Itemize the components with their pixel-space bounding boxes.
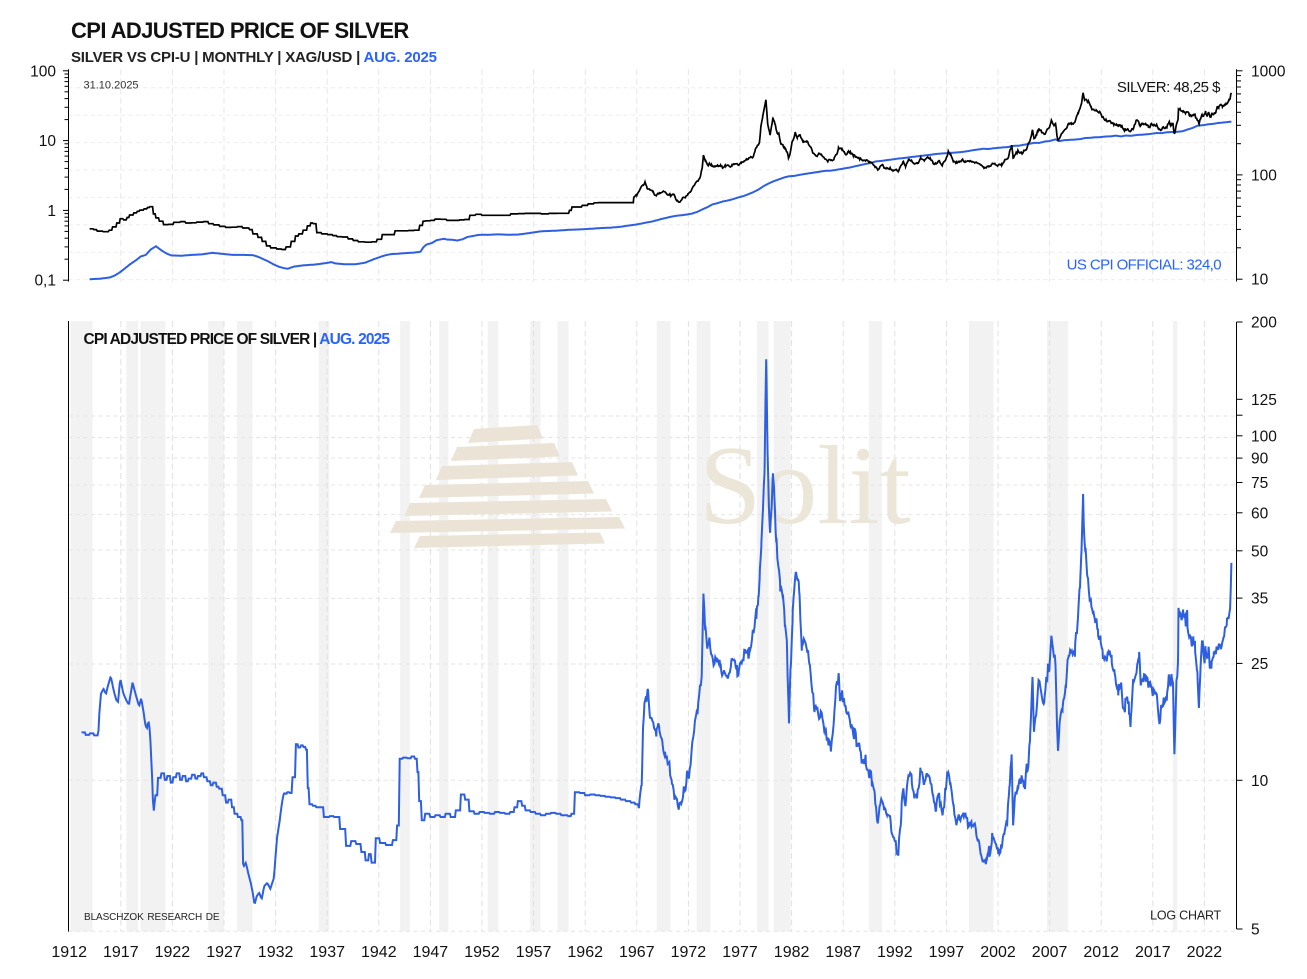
svg-text:60: 60	[1251, 505, 1269, 522]
svg-text:0,1: 0,1	[34, 273, 56, 290]
svg-text:1962: 1962	[567, 944, 603, 961]
svg-text:90: 90	[1251, 451, 1269, 468]
svg-text:2012: 2012	[1083, 944, 1119, 961]
svg-text:BLASCHZOK RESEARCH DE: BLASCHZOK RESEARCH DE	[84, 912, 220, 923]
svg-text:1912: 1912	[51, 944, 87, 961]
svg-text:100: 100	[30, 63, 56, 80]
svg-text:10: 10	[1251, 773, 1269, 790]
svg-text:1997: 1997	[929, 944, 965, 961]
svg-text:1957: 1957	[516, 944, 552, 961]
svg-text:25: 25	[1251, 656, 1268, 673]
svg-text:1982: 1982	[774, 944, 810, 961]
svg-text:10: 10	[39, 133, 57, 150]
svg-text:35: 35	[1251, 591, 1268, 608]
svg-text:CPI ADJUSTED PRICE OF SILVER: CPI ADJUSTED PRICE OF SILVER	[71, 18, 409, 43]
svg-text:200: 200	[1251, 315, 1277, 332]
svg-text:1952: 1952	[464, 944, 500, 961]
svg-text:100: 100	[1251, 167, 1277, 184]
svg-text:5: 5	[1251, 922, 1260, 939]
svg-text:1927: 1927	[206, 944, 242, 961]
svg-text:1947: 1947	[413, 944, 449, 961]
svg-text:125: 125	[1251, 392, 1277, 409]
svg-text:CPI ADJUSTED PRICE OF SILVER |: CPI ADJUSTED PRICE OF SILVER | AUG. 2025	[84, 331, 391, 348]
svg-text:1922: 1922	[155, 944, 191, 961]
svg-text:100: 100	[1251, 428, 1277, 445]
svg-text:1937: 1937	[309, 944, 345, 961]
svg-text:1000: 1000	[1251, 63, 1286, 80]
svg-text:1972: 1972	[671, 944, 707, 961]
svg-text:1: 1	[47, 203, 56, 220]
svg-text:1977: 1977	[722, 944, 758, 961]
svg-text:1967: 1967	[619, 944, 655, 961]
svg-text:SILVER VS CPI-U | MONTHLY | XA: SILVER VS CPI-U | MONTHLY | XAG/USD | AU…	[71, 49, 437, 66]
svg-text:SILVER: 48,25 $: SILVER: 48,25 $	[1117, 79, 1221, 96]
svg-text:2002: 2002	[980, 944, 1016, 961]
svg-text:10: 10	[1251, 272, 1269, 289]
svg-text:2007: 2007	[1032, 944, 1068, 961]
svg-text:50: 50	[1251, 543, 1269, 560]
svg-text:1932: 1932	[258, 944, 294, 961]
svg-text:2022: 2022	[1187, 944, 1223, 961]
svg-text:LOG CHART: LOG CHART	[1150, 909, 1221, 923]
svg-text:1942: 1942	[361, 944, 397, 961]
svg-text:Solit: Solit	[699, 424, 911, 548]
svg-text:1917: 1917	[103, 944, 139, 961]
svg-text:75: 75	[1251, 475, 1268, 492]
svg-text:US CPI OFFICIAL: 324,0: US CPI OFFICIAL: 324,0	[1067, 257, 1222, 274]
svg-text:1992: 1992	[877, 944, 913, 961]
svg-text:1987: 1987	[825, 944, 861, 961]
svg-text:2017: 2017	[1135, 944, 1171, 961]
svg-text:31.10.2025: 31.10.2025	[84, 80, 139, 92]
